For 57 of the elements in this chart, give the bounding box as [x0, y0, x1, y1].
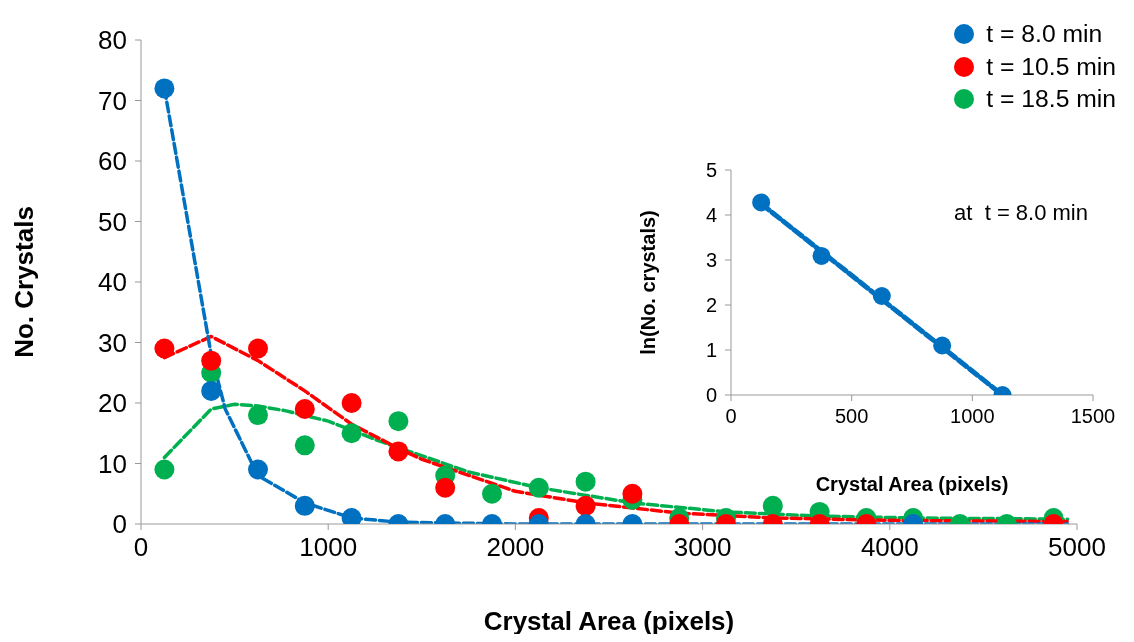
y-tick-label: 4 — [705, 204, 717, 227]
point — [201, 380, 222, 401]
point — [201, 350, 222, 371]
x-tick-label: 500 — [834, 405, 869, 428]
x-tick-label: 1500 — [1070, 405, 1116, 428]
legend-label: t = 10.5 min — [986, 52, 1116, 81]
x-tick-label: 3000 — [673, 532, 732, 563]
annotation: at t = 8.0 min — [954, 200, 1088, 226]
x-tick-label: 0 — [725, 405, 737, 428]
y-tick-label: 3 — [705, 249, 717, 272]
point — [154, 459, 175, 480]
y-axis-title: No. Crystals — [9, 206, 40, 358]
point — [388, 411, 409, 432]
y-tick-label: 0 — [705, 384, 717, 407]
point — [872, 287, 891, 305]
legend-label: t = 8.0 min — [986, 20, 1103, 49]
point — [341, 393, 362, 413]
point — [528, 477, 549, 498]
y-tick-label: 20 — [98, 388, 127, 419]
y-tick-label: 50 — [98, 206, 127, 237]
point — [435, 477, 456, 498]
y-tick-label: 60 — [98, 146, 127, 177]
x-tick-label: 5000 — [1048, 532, 1106, 563]
point — [294, 435, 315, 456]
y-tick-label: 10 — [98, 448, 127, 479]
x-tick-label: 2000 — [486, 532, 545, 563]
point — [341, 423, 362, 444]
y-tick-label: 40 — [98, 267, 127, 298]
point — [575, 495, 596, 516]
point — [762, 495, 783, 516]
y-tick-label: 80 — [98, 25, 127, 56]
point — [248, 459, 268, 480]
point — [248, 338, 268, 359]
y-tick-label: 5 — [705, 159, 717, 182]
y-tick-label: 2 — [705, 294, 717, 317]
x-tick-label: 1000 — [950, 405, 995, 428]
x-tick-label: 0 — [133, 532, 149, 563]
y-tick-label: 1 — [705, 339, 717, 362]
point — [294, 399, 315, 420]
point — [388, 441, 409, 462]
x-tick-label: 1000 — [299, 532, 358, 563]
point — [294, 495, 315, 516]
point — [752, 193, 771, 212]
point — [933, 336, 952, 355]
point — [248, 405, 268, 426]
y-tick-label: 70 — [98, 85, 127, 116]
point — [482, 483, 502, 504]
point — [154, 338, 175, 359]
y-tick-label: 0 — [112, 509, 127, 540]
point — [575, 471, 596, 492]
x-axis-title: Crystal Area (pixels) — [815, 473, 1009, 495]
point — [622, 483, 643, 504]
legend-label: t = 18.5 min — [986, 85, 1116, 114]
point — [812, 246, 831, 265]
y-axis-title: ln(No. crystals) — [637, 210, 660, 355]
x-tick-label: 4000 — [860, 532, 919, 563]
y-tick-label: 30 — [98, 327, 127, 358]
